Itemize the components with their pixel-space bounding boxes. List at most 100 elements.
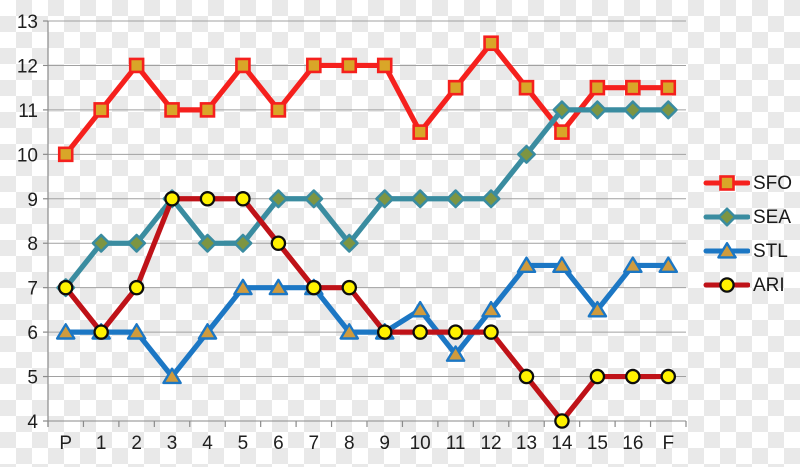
series-ari-marker [306, 279, 322, 296]
series-sfo-marker [412, 124, 428, 140]
series-stl-marker [233, 278, 253, 296]
y-tick-label: 9 [27, 190, 38, 211]
series-ari-marker [483, 324, 499, 340]
x-tick-label: P [59, 433, 72, 454]
legend-label-sea: SEA [753, 206, 792, 228]
x-tick-label: 13 [516, 433, 537, 454]
series-sea-marker [481, 189, 501, 209]
series-stl-marker [552, 256, 572, 274]
series-stl-marker [339, 323, 360, 340]
series-sea-marker [658, 100, 678, 120]
series-sea-marker [304, 189, 324, 209]
series-sfo-marker [589, 79, 606, 96]
series-stl-marker [445, 345, 466, 362]
series-sfo-marker [341, 57, 358, 74]
legend-item-stl: STL [702, 234, 792, 268]
series-sea-marker [127, 233, 147, 253]
series-stl-marker [268, 278, 289, 296]
x-tick-label: 16 [622, 433, 643, 454]
series-sea-marker [198, 233, 217, 253]
series-stl-marker [410, 300, 430, 318]
x-tick-label: 14 [551, 433, 573, 454]
series-ari-marker [376, 324, 393, 340]
series-sfo-marker [660, 79, 677, 96]
series-sfo-marker [447, 79, 464, 96]
legend-label-ari: ARI [753, 274, 785, 296]
x-tick-label: 12 [480, 433, 501, 454]
series-sea-marker [517, 144, 536, 164]
series-ari-marker [625, 368, 641, 385]
series-ari-marker [447, 324, 464, 340]
series-sea-marker [587, 100, 607, 120]
series-stl-marker [481, 300, 501, 318]
y-tick-label: 7 [27, 279, 38, 300]
legend-key-ari [703, 277, 750, 293]
chart-legend: SFO SEA STL ARI [702, 166, 792, 302]
legend-marker-triangle [717, 242, 737, 259]
x-tick-label: 9 [379, 433, 390, 454]
legend-key-stl [703, 242, 750, 259]
series-sfo-marker [128, 57, 145, 74]
x-tick-label: 10 [410, 433, 431, 454]
legend-item-sea: SEA [702, 200, 792, 234]
y-tick-label: 12 [17, 56, 38, 77]
legend-marker-square [719, 175, 735, 191]
x-tick-label: 4 [202, 433, 213, 454]
series-ari-line [63, 196, 671, 424]
series-sfo-marker [57, 146, 74, 163]
x-tick-label: 15 [587, 433, 608, 454]
x-tick-label: 7 [309, 433, 320, 454]
legend-label-stl: STL [753, 240, 788, 262]
legend-item-sfo: SFO [702, 166, 792, 200]
legend-marker-diamond [717, 207, 737, 227]
series-ari-marker [518, 368, 535, 385]
legend-key-sfo [703, 175, 750, 191]
legend-label-sfo: SFO [753, 172, 793, 194]
x-tick-label: 6 [273, 433, 284, 454]
series-sfo-marker [376, 57, 393, 74]
x-tick-label: F [662, 433, 674, 454]
series-ari-marker [341, 279, 358, 296]
x-tick-label: 5 [238, 433, 249, 454]
series-stl-marker [587, 300, 608, 318]
series-stl-marker [162, 367, 182, 385]
series-sfo-marker [306, 57, 322, 74]
series-stl-marker [658, 256, 679, 274]
series-sfo-marker [270, 102, 287, 118]
legend-key-sea [703, 207, 750, 227]
series-ari-marker [589, 368, 606, 385]
series-ari-marker [164, 191, 180, 207]
series-ari-marker [93, 324, 109, 340]
series-sea-marker [91, 233, 111, 253]
legend-marker-circle [719, 277, 735, 293]
series-sea-marker [552, 100, 572, 120]
y-tick-label: 13 [17, 12, 38, 33]
y-tick-label: 8 [27, 234, 38, 255]
series-sfo-marker [199, 102, 216, 118]
series-ari-marker [270, 235, 287, 251]
series-ari-marker [412, 324, 428, 340]
y-tick-label: 5 [27, 368, 38, 389]
series-sfo-marker [625, 79, 641, 96]
y-tick-label: 11 [18, 101, 38, 122]
series-ari-marker [57, 279, 74, 296]
series-sfo-line [63, 40, 671, 157]
series-sfo-marker [483, 35, 499, 52]
series-ari-marker [199, 191, 216, 207]
y-tick-label: 6 [27, 323, 38, 344]
x-tick-label: 1 [96, 433, 107, 454]
x-tick-label: 8 [344, 433, 355, 454]
series-stl-marker [55, 323, 76, 340]
series-sfo-marker [554, 124, 570, 140]
series-stl-line [63, 262, 671, 380]
series-ari-marker [128, 279, 145, 296]
y-tick-label: 10 [17, 145, 38, 166]
series-sfo-marker [93, 102, 109, 118]
series-ari-marker [660, 368, 677, 385]
series-ari-marker [554, 413, 570, 429]
series-ari-marker [235, 191, 251, 207]
series-sea-marker [233, 233, 253, 253]
series-sea-marker [623, 100, 643, 120]
